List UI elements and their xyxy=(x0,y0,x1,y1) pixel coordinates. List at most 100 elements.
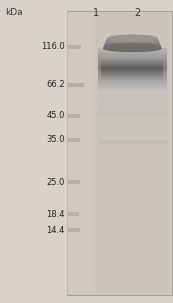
FancyBboxPatch shape xyxy=(101,78,163,79)
Ellipse shape xyxy=(105,40,160,47)
Ellipse shape xyxy=(104,42,160,49)
FancyBboxPatch shape xyxy=(98,105,167,106)
Ellipse shape xyxy=(105,39,159,46)
FancyBboxPatch shape xyxy=(101,59,163,60)
FancyBboxPatch shape xyxy=(98,97,167,98)
Text: 1: 1 xyxy=(93,8,99,18)
Text: 116.0: 116.0 xyxy=(41,42,65,52)
FancyBboxPatch shape xyxy=(98,140,167,141)
Ellipse shape xyxy=(106,37,158,44)
FancyBboxPatch shape xyxy=(98,87,167,88)
Text: kDa: kDa xyxy=(5,8,23,17)
FancyBboxPatch shape xyxy=(98,53,167,54)
Ellipse shape xyxy=(105,41,160,48)
FancyBboxPatch shape xyxy=(101,60,163,61)
FancyBboxPatch shape xyxy=(98,115,167,116)
FancyBboxPatch shape xyxy=(101,68,163,69)
FancyBboxPatch shape xyxy=(98,61,167,62)
FancyBboxPatch shape xyxy=(98,112,167,113)
FancyBboxPatch shape xyxy=(98,89,167,90)
FancyBboxPatch shape xyxy=(98,142,167,143)
FancyBboxPatch shape xyxy=(98,99,167,100)
Ellipse shape xyxy=(107,35,158,42)
Ellipse shape xyxy=(106,38,159,45)
FancyBboxPatch shape xyxy=(98,90,167,91)
FancyBboxPatch shape xyxy=(98,50,167,51)
FancyBboxPatch shape xyxy=(68,138,80,142)
FancyBboxPatch shape xyxy=(98,77,167,78)
FancyBboxPatch shape xyxy=(98,73,167,74)
Text: 14.4: 14.4 xyxy=(47,226,65,235)
Ellipse shape xyxy=(104,43,161,50)
FancyBboxPatch shape xyxy=(98,104,167,105)
Ellipse shape xyxy=(107,35,158,43)
FancyBboxPatch shape xyxy=(101,57,163,58)
Text: 45.0: 45.0 xyxy=(47,111,65,120)
FancyBboxPatch shape xyxy=(101,77,163,78)
FancyBboxPatch shape xyxy=(98,98,167,99)
FancyBboxPatch shape xyxy=(98,72,167,73)
Text: 25.0: 25.0 xyxy=(47,178,65,187)
FancyBboxPatch shape xyxy=(98,88,167,89)
FancyBboxPatch shape xyxy=(98,93,167,94)
Ellipse shape xyxy=(103,44,161,51)
FancyBboxPatch shape xyxy=(67,11,172,295)
FancyBboxPatch shape xyxy=(98,96,167,97)
FancyBboxPatch shape xyxy=(101,69,163,70)
FancyBboxPatch shape xyxy=(68,83,84,87)
FancyBboxPatch shape xyxy=(98,60,167,61)
FancyBboxPatch shape xyxy=(101,62,163,63)
FancyBboxPatch shape xyxy=(98,63,167,65)
Ellipse shape xyxy=(106,36,158,43)
FancyBboxPatch shape xyxy=(98,110,167,111)
Ellipse shape xyxy=(103,44,162,52)
FancyBboxPatch shape xyxy=(98,84,167,85)
FancyBboxPatch shape xyxy=(68,228,80,232)
FancyBboxPatch shape xyxy=(98,95,167,96)
FancyBboxPatch shape xyxy=(98,91,167,92)
FancyBboxPatch shape xyxy=(98,144,167,145)
FancyBboxPatch shape xyxy=(98,141,167,142)
Ellipse shape xyxy=(105,39,160,47)
FancyBboxPatch shape xyxy=(98,54,167,55)
FancyBboxPatch shape xyxy=(98,80,167,82)
FancyBboxPatch shape xyxy=(98,51,167,52)
FancyBboxPatch shape xyxy=(101,61,163,62)
FancyBboxPatch shape xyxy=(98,106,167,107)
FancyBboxPatch shape xyxy=(101,68,163,69)
FancyBboxPatch shape xyxy=(101,65,163,66)
FancyBboxPatch shape xyxy=(101,79,163,80)
FancyBboxPatch shape xyxy=(98,71,167,72)
FancyBboxPatch shape xyxy=(98,100,167,101)
FancyBboxPatch shape xyxy=(101,58,163,59)
FancyBboxPatch shape xyxy=(101,75,163,76)
Ellipse shape xyxy=(107,35,158,42)
FancyBboxPatch shape xyxy=(101,74,163,75)
Ellipse shape xyxy=(104,43,161,51)
Ellipse shape xyxy=(106,38,159,45)
FancyBboxPatch shape xyxy=(98,68,167,69)
Text: 18.4: 18.4 xyxy=(46,210,65,219)
Ellipse shape xyxy=(106,42,158,49)
FancyBboxPatch shape xyxy=(98,109,167,110)
Text: 2: 2 xyxy=(134,8,141,18)
Ellipse shape xyxy=(103,45,162,52)
FancyBboxPatch shape xyxy=(98,103,167,104)
FancyBboxPatch shape xyxy=(98,56,167,57)
FancyBboxPatch shape xyxy=(98,116,167,117)
FancyBboxPatch shape xyxy=(67,12,94,294)
Text: 66.2: 66.2 xyxy=(46,80,65,89)
FancyBboxPatch shape xyxy=(98,48,167,49)
FancyBboxPatch shape xyxy=(98,58,167,59)
Ellipse shape xyxy=(104,41,160,48)
FancyBboxPatch shape xyxy=(101,66,163,67)
FancyBboxPatch shape xyxy=(98,94,167,95)
FancyBboxPatch shape xyxy=(98,79,167,80)
FancyBboxPatch shape xyxy=(98,101,167,102)
FancyBboxPatch shape xyxy=(98,74,167,75)
Ellipse shape xyxy=(104,42,161,49)
FancyBboxPatch shape xyxy=(98,102,167,103)
FancyBboxPatch shape xyxy=(98,57,167,58)
FancyBboxPatch shape xyxy=(68,212,79,216)
FancyBboxPatch shape xyxy=(98,59,167,60)
